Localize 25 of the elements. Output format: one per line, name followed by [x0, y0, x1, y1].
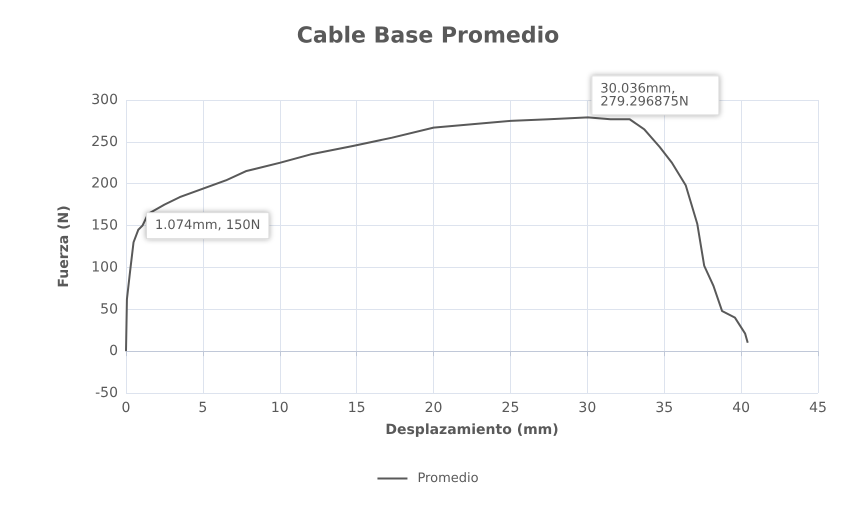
y-tick-label: 200	[91, 176, 118, 192]
x-tick-label: 40	[732, 400, 750, 416]
x-tick-label: 10	[270, 400, 289, 416]
y-tick-label: 250	[91, 134, 118, 150]
y-tick-label: -50	[95, 385, 118, 401]
annotation: 1.074mm, 150N	[155, 218, 260, 234]
legend-label: Promedio	[417, 471, 479, 486]
y-tick-label: 300	[91, 92, 118, 108]
chart-title: Cable Base Promedio	[296, 24, 560, 48]
x-tick-label: 0	[122, 400, 130, 416]
y-axis-title: Fuerza (N)	[56, 205, 72, 288]
x-tick-label: 25	[502, 400, 520, 416]
x-tick-label: 20	[424, 400, 442, 416]
y-tick-label: 50	[100, 301, 118, 318]
x-tick-label: 15	[348, 400, 366, 416]
x-tick-label: 35	[655, 400, 674, 416]
line-series	[125, 116, 749, 352]
annotation: 30.036mm, 279.296875N	[600, 81, 689, 110]
x-tick-label: 30	[578, 400, 596, 416]
y-tick-label: 150	[91, 218, 118, 234]
x-tick-label: 5	[198, 400, 208, 416]
y-tick-label: 100	[91, 259, 118, 276]
x-tick-label: 45	[809, 400, 827, 416]
y-tick-label: 0	[109, 343, 118, 360]
x-axis-title: Desplazamiento (mm)	[385, 422, 559, 438]
